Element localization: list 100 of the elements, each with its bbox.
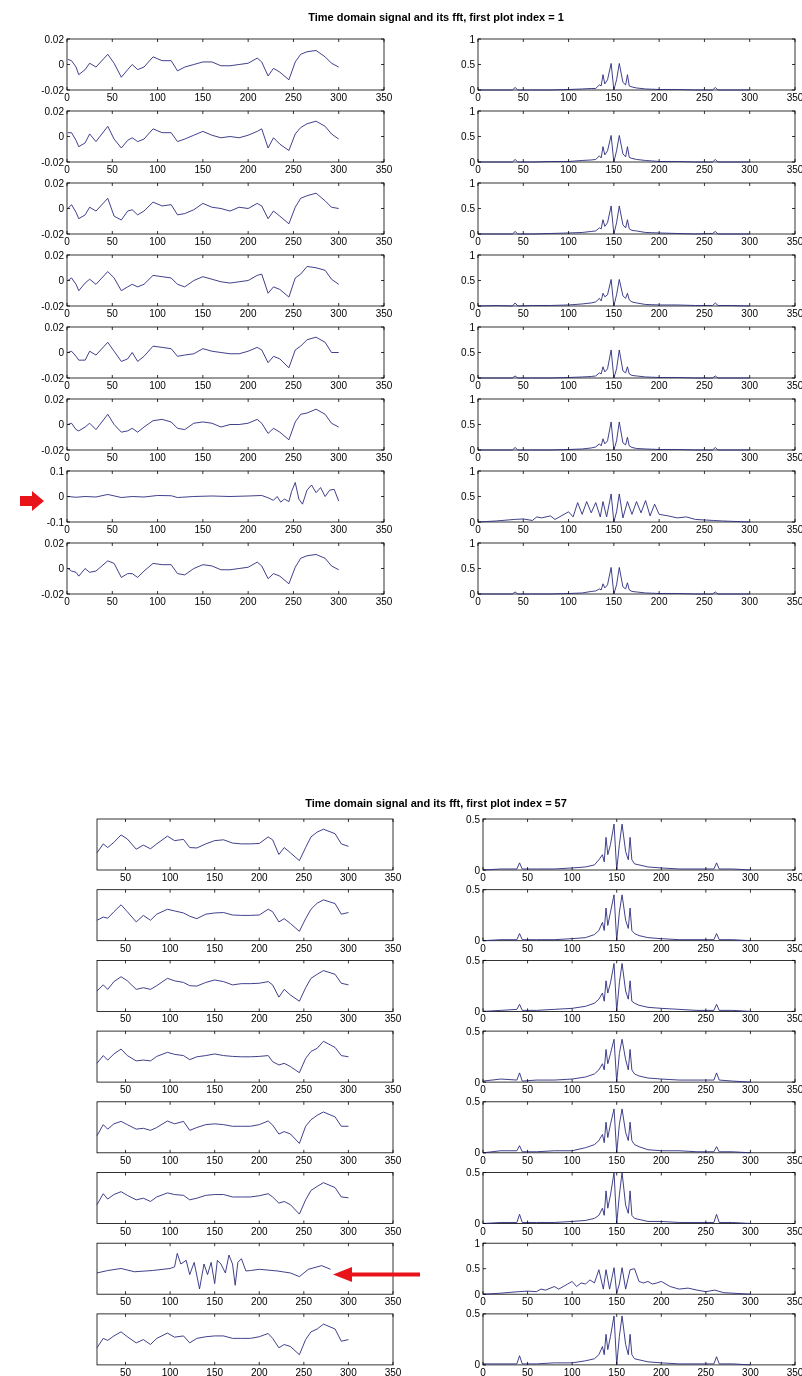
y-tick-label: 0: [58, 203, 65, 214]
x-tick-label: 100: [149, 524, 167, 535]
y-tick-label: 0.5: [461, 203, 476, 214]
x-tick-label: 150: [194, 92, 212, 103]
line-series: [482, 1038, 751, 1083]
y-tick-label: 0: [58, 275, 65, 286]
x-tick-label: 300: [330, 524, 348, 535]
x-tick-label: 100: [161, 1084, 179, 1096]
x-tick-label: 250: [697, 1296, 715, 1308]
y-tick-label: 0.5: [461, 131, 476, 142]
x-tick-label: 200: [250, 1084, 269, 1096]
x-tick-label: 50: [119, 942, 132, 954]
y-tick-label: -0.02: [41, 84, 65, 96]
x-tick-label: 200: [239, 236, 257, 247]
x-tick-label: 150: [194, 524, 212, 535]
x-tick-label: 250: [697, 872, 715, 883]
x-tick-label: 50: [517, 452, 530, 463]
y-tick-label: 0: [474, 1288, 481, 1300]
x-tick-label: 250: [295, 1366, 313, 1376]
x-tick-label: 200: [650, 452, 668, 463]
x-tick-label: 150: [206, 872, 224, 883]
x-tick-label: 100: [560, 236, 578, 247]
x-tick-label: 250: [295, 1084, 313, 1096]
line-series: [67, 192, 340, 225]
x-tick-label: 300: [741, 452, 759, 463]
x-tick-label: 100: [161, 1225, 179, 1237]
x-tick-label: 50: [522, 872, 534, 883]
x-tick-label: 150: [194, 596, 212, 607]
x-tick-label: 150: [608, 1154, 626, 1166]
y-tick-label: 0.5: [466, 1308, 481, 1320]
x-tick-label: 50: [119, 1084, 132, 1096]
x-tick-label: 150: [605, 236, 623, 247]
x-tick-label: 200: [239, 524, 257, 535]
y-tick-label: -0.1: [46, 516, 65, 528]
x-tick-label: 50: [106, 164, 119, 175]
x-tick-label: 300: [741, 164, 759, 175]
x-tick-label: 300: [742, 1013, 760, 1025]
x-tick-label: 300: [741, 596, 759, 607]
x-tick-label: 250: [696, 308, 714, 319]
x-tick-label: 50: [119, 1225, 132, 1237]
x-tick-label: 250: [696, 524, 714, 535]
x-tick-label: 300: [741, 236, 759, 247]
x-tick-label: 100: [161, 1154, 179, 1166]
x-tick-label: 200: [250, 1013, 269, 1025]
x-tick-label: 200: [652, 1154, 671, 1166]
x-tick-label: 300: [742, 1296, 760, 1308]
x-tick-label: 200: [250, 872, 269, 883]
x-tick-label: 200: [250, 1366, 269, 1376]
x-tick-label: 50: [517, 308, 530, 319]
x-tick-label: 150: [605, 452, 623, 463]
x-tick-label: 150: [206, 1013, 224, 1025]
y-tick-label: 0.02: [44, 321, 65, 333]
x-tick-label: 100: [563, 1225, 581, 1237]
x-tick-label: 300: [330, 596, 348, 607]
x-tick-label: 350: [384, 1013, 402, 1025]
x-tick-label: 100: [149, 380, 167, 391]
x-tick-label: 200: [239, 92, 257, 103]
x-tick-label: 350: [384, 1296, 402, 1308]
y-tick-label: 0.5: [466, 813, 481, 825]
line-series: [67, 336, 340, 369]
x-tick-label: 50: [517, 596, 530, 607]
x-tick-label: 300: [742, 1084, 760, 1096]
y-tick-label: 0.5: [466, 1096, 481, 1108]
x-tick-label: 200: [652, 1013, 671, 1025]
x-tick-label: 300: [340, 1084, 358, 1096]
text: Time domain signal and its fft, first plot index = 1: [308, 11, 564, 23]
x-tick-label: 200: [652, 1084, 671, 1096]
x-tick-label: 200: [239, 452, 257, 463]
y-tick-label: 0.02: [44, 33, 65, 45]
x-tick-label: 200: [650, 380, 668, 391]
x-tick-label: 150: [206, 1225, 224, 1237]
x-tick-label: 150: [608, 942, 626, 954]
x-tick-label: 150: [605, 164, 623, 175]
y-tick-label: 0.02: [44, 105, 65, 117]
y-tick-label: 0.02: [44, 177, 65, 189]
x-tick-label: 300: [741, 92, 759, 103]
x-tick-label: 250: [697, 942, 715, 954]
x-tick-label: 50: [517, 236, 530, 247]
x-tick-label: 150: [206, 1084, 224, 1096]
x-tick-label: 150: [608, 1225, 626, 1237]
x-tick-label: 350: [375, 452, 393, 463]
x-tick-label: 350: [384, 1225, 402, 1237]
x-tick-label: 200: [239, 164, 257, 175]
x-tick-label: 100: [563, 942, 581, 954]
x-tick-label: 100: [560, 452, 578, 463]
x-tick-label: 150: [206, 942, 224, 954]
y-tick-label: 0: [58, 131, 65, 142]
x-tick-label: 100: [560, 308, 578, 319]
y-tick-label: 1: [469, 537, 476, 549]
x-tick-label: 50: [106, 92, 119, 103]
x-tick-label: 100: [149, 164, 167, 175]
x-tick-label: 200: [250, 942, 269, 954]
y-tick-label: 1: [469, 393, 476, 405]
x-tick-label: 250: [696, 92, 714, 103]
line-series: [482, 1315, 751, 1366]
x-tick-label: 300: [340, 1296, 358, 1308]
x-tick-label: 100: [161, 942, 179, 954]
x-tick-label: 50: [517, 92, 530, 103]
x-tick-label: 50: [119, 1154, 132, 1166]
y-tick-label: 1: [469, 105, 476, 117]
